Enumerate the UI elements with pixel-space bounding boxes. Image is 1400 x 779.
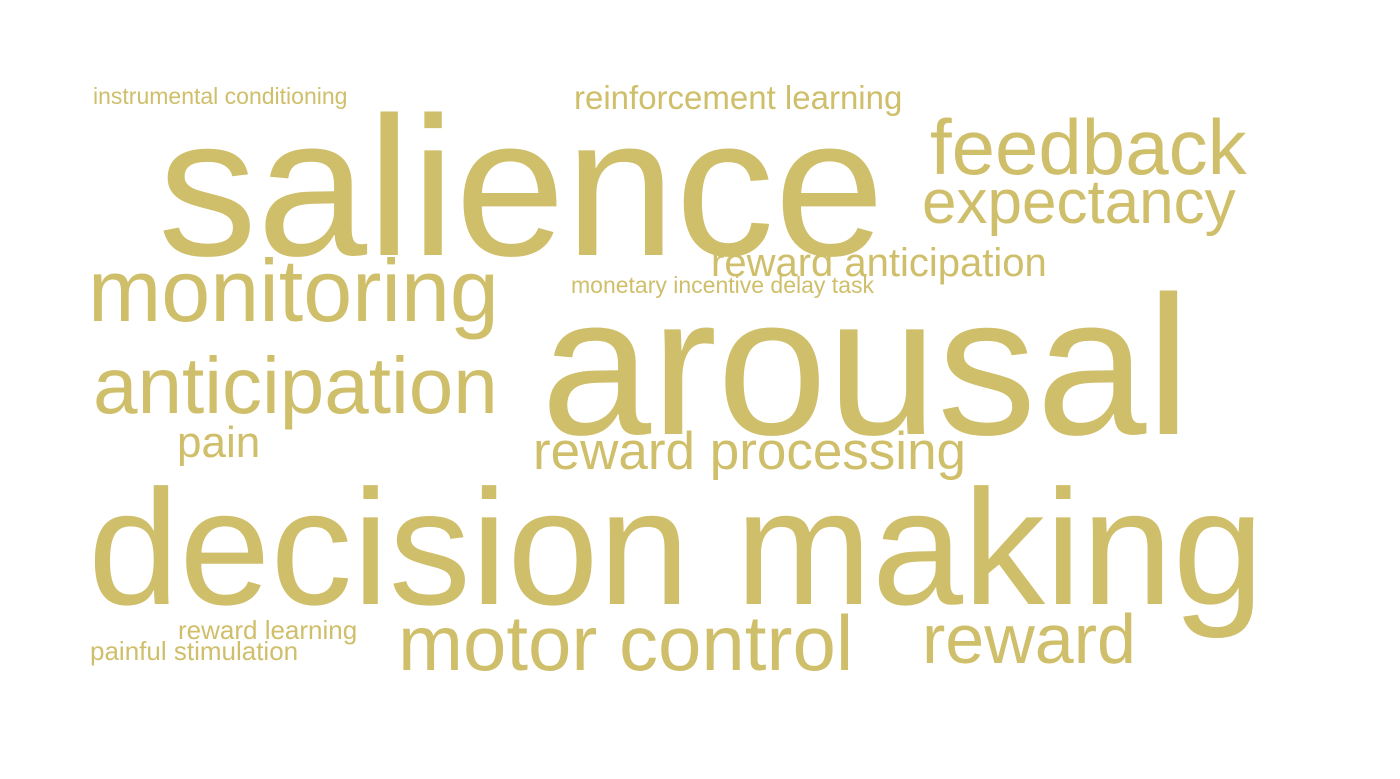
word-reward-processing: reward processing (533, 422, 967, 481)
word-painful-stimulation: painful stimulation (90, 636, 299, 666)
word-monetary-incentive-delay-task: monetary incentive delay task (571, 272, 874, 298)
word-expectancy: expectancy (922, 168, 1236, 237)
word-reward: reward (922, 600, 1136, 678)
word-reward-anticipation: reward anticipation (711, 241, 1047, 285)
word-salience: salience (158, 76, 885, 297)
word-instrumental-conditioning: instrumental conditioning (93, 83, 348, 109)
word-anticipation: anticipation (93, 341, 498, 430)
word-motor-control: motor control (398, 599, 854, 687)
word-decision-making: decision making (88, 456, 1264, 639)
word-reinforcement-learning: reinforcement learning (574, 79, 903, 116)
word-feedback: feedback (930, 103, 1247, 191)
word-monitoring: monitoring (88, 241, 499, 340)
word-arousal: arousal (541, 255, 1191, 476)
word-reward-learning: reward learning (178, 615, 358, 645)
word-pain: pain (177, 418, 261, 467)
